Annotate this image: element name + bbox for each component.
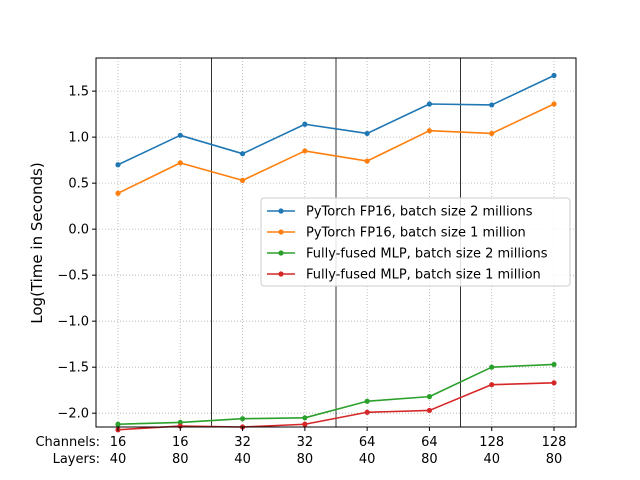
- x-tick-label-channels: 128: [542, 435, 567, 450]
- y-tick-label: 1.5: [68, 85, 89, 100]
- y-axis: −2.0 −1.5 −1.0 −0.5 0.0 0.5 1.0 1.5: [57, 85, 96, 422]
- y-axis-label: Log(Time in Seconds): [28, 162, 46, 323]
- data-point: [239, 416, 246, 422]
- legend: PyTorch FP16, batch size 2 millions PyTor…: [260, 197, 571, 287]
- data-point: [364, 130, 370, 137]
- series-line: [117, 103, 555, 194]
- data-point: [115, 421, 121, 427]
- data-point: [426, 394, 433, 400]
- x-tick-label-channels: 32: [297, 435, 314, 450]
- data-point: [426, 407, 433, 414]
- legend-item: Fully-fused MLP, batch size 2 millions: [267, 247, 548, 262]
- data-point: [302, 121, 308, 127]
- x-tick-label-layers: 80: [421, 452, 438, 467]
- data-point: [364, 398, 370, 404]
- series-line: [117, 363, 555, 426]
- data-point: [426, 128, 433, 134]
- x-tick-label-layers: 40: [359, 452, 376, 467]
- legend-item: PyTorch FP16, batch size 2 millions: [267, 205, 533, 220]
- x-tick-label-layers: 40: [483, 452, 500, 467]
- y-tick-label: 0.5: [68, 177, 89, 192]
- data-point: [489, 382, 495, 388]
- data-point: [177, 132, 183, 138]
- y-tick-label: −0.5: [57, 269, 89, 284]
- x-tick-label-layers: 40: [234, 452, 251, 467]
- data-point: [302, 421, 308, 427]
- legend-swatch-marker: [278, 271, 284, 277]
- data-point: [551, 380, 557, 386]
- x-tick-label-layers: 80: [172, 452, 189, 467]
- data-point: [115, 162, 121, 168]
- data-point: [551, 361, 557, 368]
- data-point: [551, 101, 557, 107]
- series-line: [117, 74, 555, 166]
- y-tick-label: −2.0: [57, 407, 89, 422]
- legend-label: Fully-fused MLP, batch size 1 million: [306, 268, 541, 283]
- data-point: [426, 101, 433, 107]
- series-4: [115, 380, 557, 433]
- x-tick-label-layers: 80: [297, 452, 314, 467]
- series-1: [115, 72, 557, 168]
- x-tick-label-channels: 64: [421, 435, 438, 450]
- data-point: [364, 409, 370, 415]
- y-tick-label: −1.0: [57, 315, 89, 330]
- data-point: [239, 177, 246, 183]
- x-tick-label-channels: 128: [479, 435, 504, 450]
- data-point: [239, 151, 246, 157]
- legend-label: Fully-fused MLP, batch size 2 millions: [306, 247, 548, 262]
- x-tick-label-channels: 32: [234, 435, 251, 450]
- legend-label: PyTorch FP16, batch size 2 millions: [306, 205, 533, 220]
- data-point: [551, 72, 557, 79]
- y-tick-label: 0.0: [68, 223, 89, 238]
- series-line: [117, 382, 555, 431]
- data-point: [302, 415, 308, 421]
- legend-swatch-marker: [278, 208, 284, 214]
- legend-box: [260, 197, 571, 287]
- data-point: [364, 158, 370, 164]
- x-tick-label-channels: 64: [359, 435, 376, 450]
- data-point: [302, 148, 308, 154]
- x-tick-label-layers: 40: [110, 452, 127, 467]
- x-row-label-layers: Layers:: [53, 452, 100, 467]
- data-point: [489, 130, 495, 137]
- data-point: [177, 419, 183, 425]
- y-tick-label: 1.0: [68, 131, 89, 146]
- x-row-label-channels: Channels:: [35, 435, 100, 450]
- y-tick-label: −1.5: [57, 361, 89, 376]
- x-tick-label-channels: 16: [172, 435, 189, 450]
- plot-frame: [95, 57, 577, 428]
- series-2: [115, 101, 557, 196]
- legend-item: Fully-fused MLP, batch size 1 million: [267, 268, 541, 283]
- legend-item: PyTorch FP16, batch size 1 million: [267, 226, 526, 241]
- series-layer: [115, 72, 557, 433]
- data-point: [489, 102, 495, 108]
- x-tick-label-channels: 16: [110, 435, 127, 450]
- legend-swatch-marker: [278, 229, 284, 235]
- data-point: [489, 364, 495, 370]
- data-point: [177, 160, 183, 166]
- data-point: [115, 190, 121, 196]
- x-tick-label-layers: 80: [546, 452, 563, 467]
- legend-label: PyTorch FP16, batch size 1 million: [306, 226, 526, 241]
- legend-swatch-marker: [278, 250, 284, 256]
- series-3: [115, 361, 557, 427]
- x-axis: Channels: Layers: 16 40 16 80 32 40 32 80 64 40 64…: [35, 427, 566, 467]
